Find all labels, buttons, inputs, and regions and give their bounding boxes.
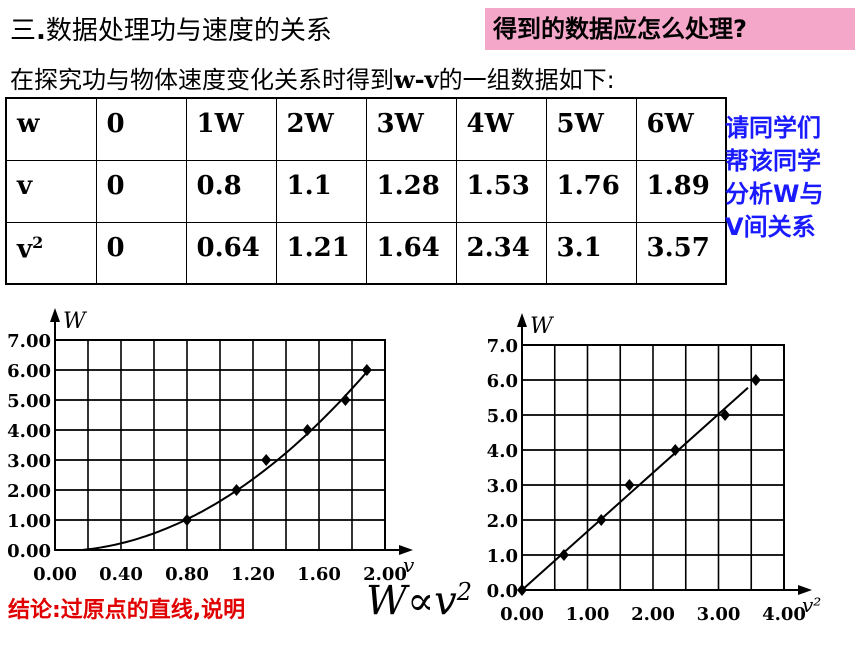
data-point [340, 394, 351, 406]
table-cell: 3.1 [545, 221, 637, 285]
intro-text: 在探究功与物体速度变化关系时得到w-v的一组数据如下: [10, 60, 615, 95]
table-cell: 0.64 [185, 221, 277, 285]
y-tick-label: 0.00 [7, 541, 51, 562]
data-table: w 0 1W 2W 3W 4W 5W 6W v 0 0.8 1.1 1.28 1.53 1.76 1.89 v2… [5, 97, 727, 285]
intro-bold: w-v [394, 65, 439, 94]
side-note: 请同学们 帮该同学 分析W与 V间关系 [725, 112, 860, 244]
side-note-line: 分析W与 [725, 180, 824, 208]
y-axis-label: W [530, 314, 555, 339]
table-cell: 1W [185, 97, 277, 161]
table-cell: 1.53 [455, 159, 547, 223]
data-point [261, 454, 272, 466]
table-cell: 1.89 [635, 159, 727, 223]
x-tick-label: 2.00 [631, 604, 675, 625]
data-point [720, 409, 731, 421]
table-cell: 0.8 [185, 159, 277, 223]
table-row: v2 0 0.64 1.21 1.64 2.34 3.1 3.57 [5, 221, 727, 285]
y-axis-label: W [63, 309, 88, 334]
y-tick-label: 7.00 [7, 331, 51, 352]
table-cell: 3.57 [635, 221, 727, 285]
fit-curve [79, 367, 371, 551]
y-tick-label: 6.0 [487, 371, 518, 392]
table-cell: 2W [275, 97, 367, 161]
table-cell: 1.28 [365, 159, 457, 223]
x-tick-label: 1.00 [566, 604, 610, 625]
intro-before: 在探究功与物体速度变化关系时得到 [10, 66, 394, 94]
side-note-line: 帮该同学 [725, 147, 821, 175]
table-cell: 6W [635, 97, 727, 161]
y-tick-label: 4.00 [7, 421, 51, 442]
table-cell: 0 [95, 97, 187, 161]
y-tick-label: 6.00 [7, 361, 51, 382]
y-axis-arrow [50, 308, 60, 322]
y-tick-label: 4.0 [487, 441, 518, 462]
y-tick-label: 2.0 [487, 511, 518, 532]
x-tick-label: 2.00 [363, 564, 407, 585]
question-badge: 得到的数据应怎么处理? [485, 8, 855, 50]
x-tick-label: 0.00 [33, 564, 77, 585]
table-cell: 1.76 [545, 159, 637, 223]
data-point [517, 584, 527, 596]
table-row: w 0 1W 2W 3W 4W 5W 6W [5, 97, 727, 161]
data-point [670, 444, 681, 456]
table-cell: 4W [455, 97, 547, 161]
y-tick-label: 5.0 [487, 406, 518, 427]
chart-w-v: 0.00 1.00 2.00 3.00 4.00 5.00 6.00 7.00 0.00 0.40… [7, 308, 415, 585]
intro-after: 的一组数据如下: [438, 66, 615, 94]
data-point [596, 514, 607, 526]
x-tick-label: 4.00 [762, 604, 806, 625]
y-tick-label: 7.0 [487, 336, 518, 357]
x-tick-label: 1.20 [231, 564, 275, 585]
conclusion-text: 结论:过原点的直线,说明 [8, 598, 246, 623]
table-cell: 2.34 [455, 221, 547, 285]
x-tick-label: 0.40 [99, 564, 143, 585]
row-label: v2 [5, 221, 97, 285]
data-point [302, 424, 313, 436]
y-tick-label: 5.00 [7, 391, 51, 412]
y-tick-label: 2.00 [7, 481, 51, 502]
y-tick-label: 3.0 [487, 476, 518, 497]
x-axis-arrow [798, 585, 812, 595]
formula: W∝v2 [366, 578, 472, 624]
side-note-line: V间关系 [725, 213, 816, 241]
row-label: v [5, 159, 97, 223]
table-cell: 1.1 [275, 159, 367, 223]
title-prefix: 三 [10, 16, 37, 46]
title-text: 数据处理功与速度的关系 [45, 16, 332, 46]
x-axis-label: v [403, 553, 415, 577]
y-tick-label: 0.0 [487, 581, 518, 602]
y-tick-label: 3.00 [7, 451, 51, 472]
y-tick-label: 1.0 [487, 546, 518, 567]
data-point [624, 479, 635, 491]
data-point [750, 374, 761, 386]
table-cell: 5W [545, 97, 637, 161]
x-axis-arrow [399, 545, 413, 555]
x-tick-label: 0.00 [500, 604, 544, 625]
fit-line [521, 386, 749, 591]
table-cell: 3W [365, 97, 457, 161]
table-cell: 0 [95, 221, 187, 285]
y-tick-label: 1.00 [7, 511, 51, 532]
table-cell: 1.64 [365, 221, 457, 285]
chart-w-v2: 0.0 1.0 2.0 3.0 4.0 5.0 6.0 7.0 0.00 1.00 2.00 3.00… [487, 313, 821, 625]
data-point [231, 484, 242, 496]
data-point [182, 514, 192, 526]
x-tick-label: 1.60 [297, 564, 341, 585]
data-point [361, 364, 372, 376]
x-tick-label: 3.00 [697, 604, 741, 625]
data-point [558, 549, 569, 561]
row-label: w [5, 97, 97, 161]
table-cell: 1.21 [275, 221, 367, 285]
title-dot: . [36, 16, 46, 46]
y-axis-arrow [517, 313, 527, 327]
x-axis-label: v² [802, 593, 821, 617]
x-tick-label: 0.80 [165, 564, 209, 585]
table-cell: 0 [95, 159, 187, 223]
table-row: v 0 0.8 1.1 1.28 1.53 1.76 1.89 [5, 159, 727, 223]
slide-title: 三.数据处理功与速度的关系 [10, 10, 332, 47]
formula-sup: 2 [456, 578, 473, 606]
formula-lhs: W∝v [366, 578, 457, 625]
side-note-line: 请同学们 [725, 114, 821, 142]
